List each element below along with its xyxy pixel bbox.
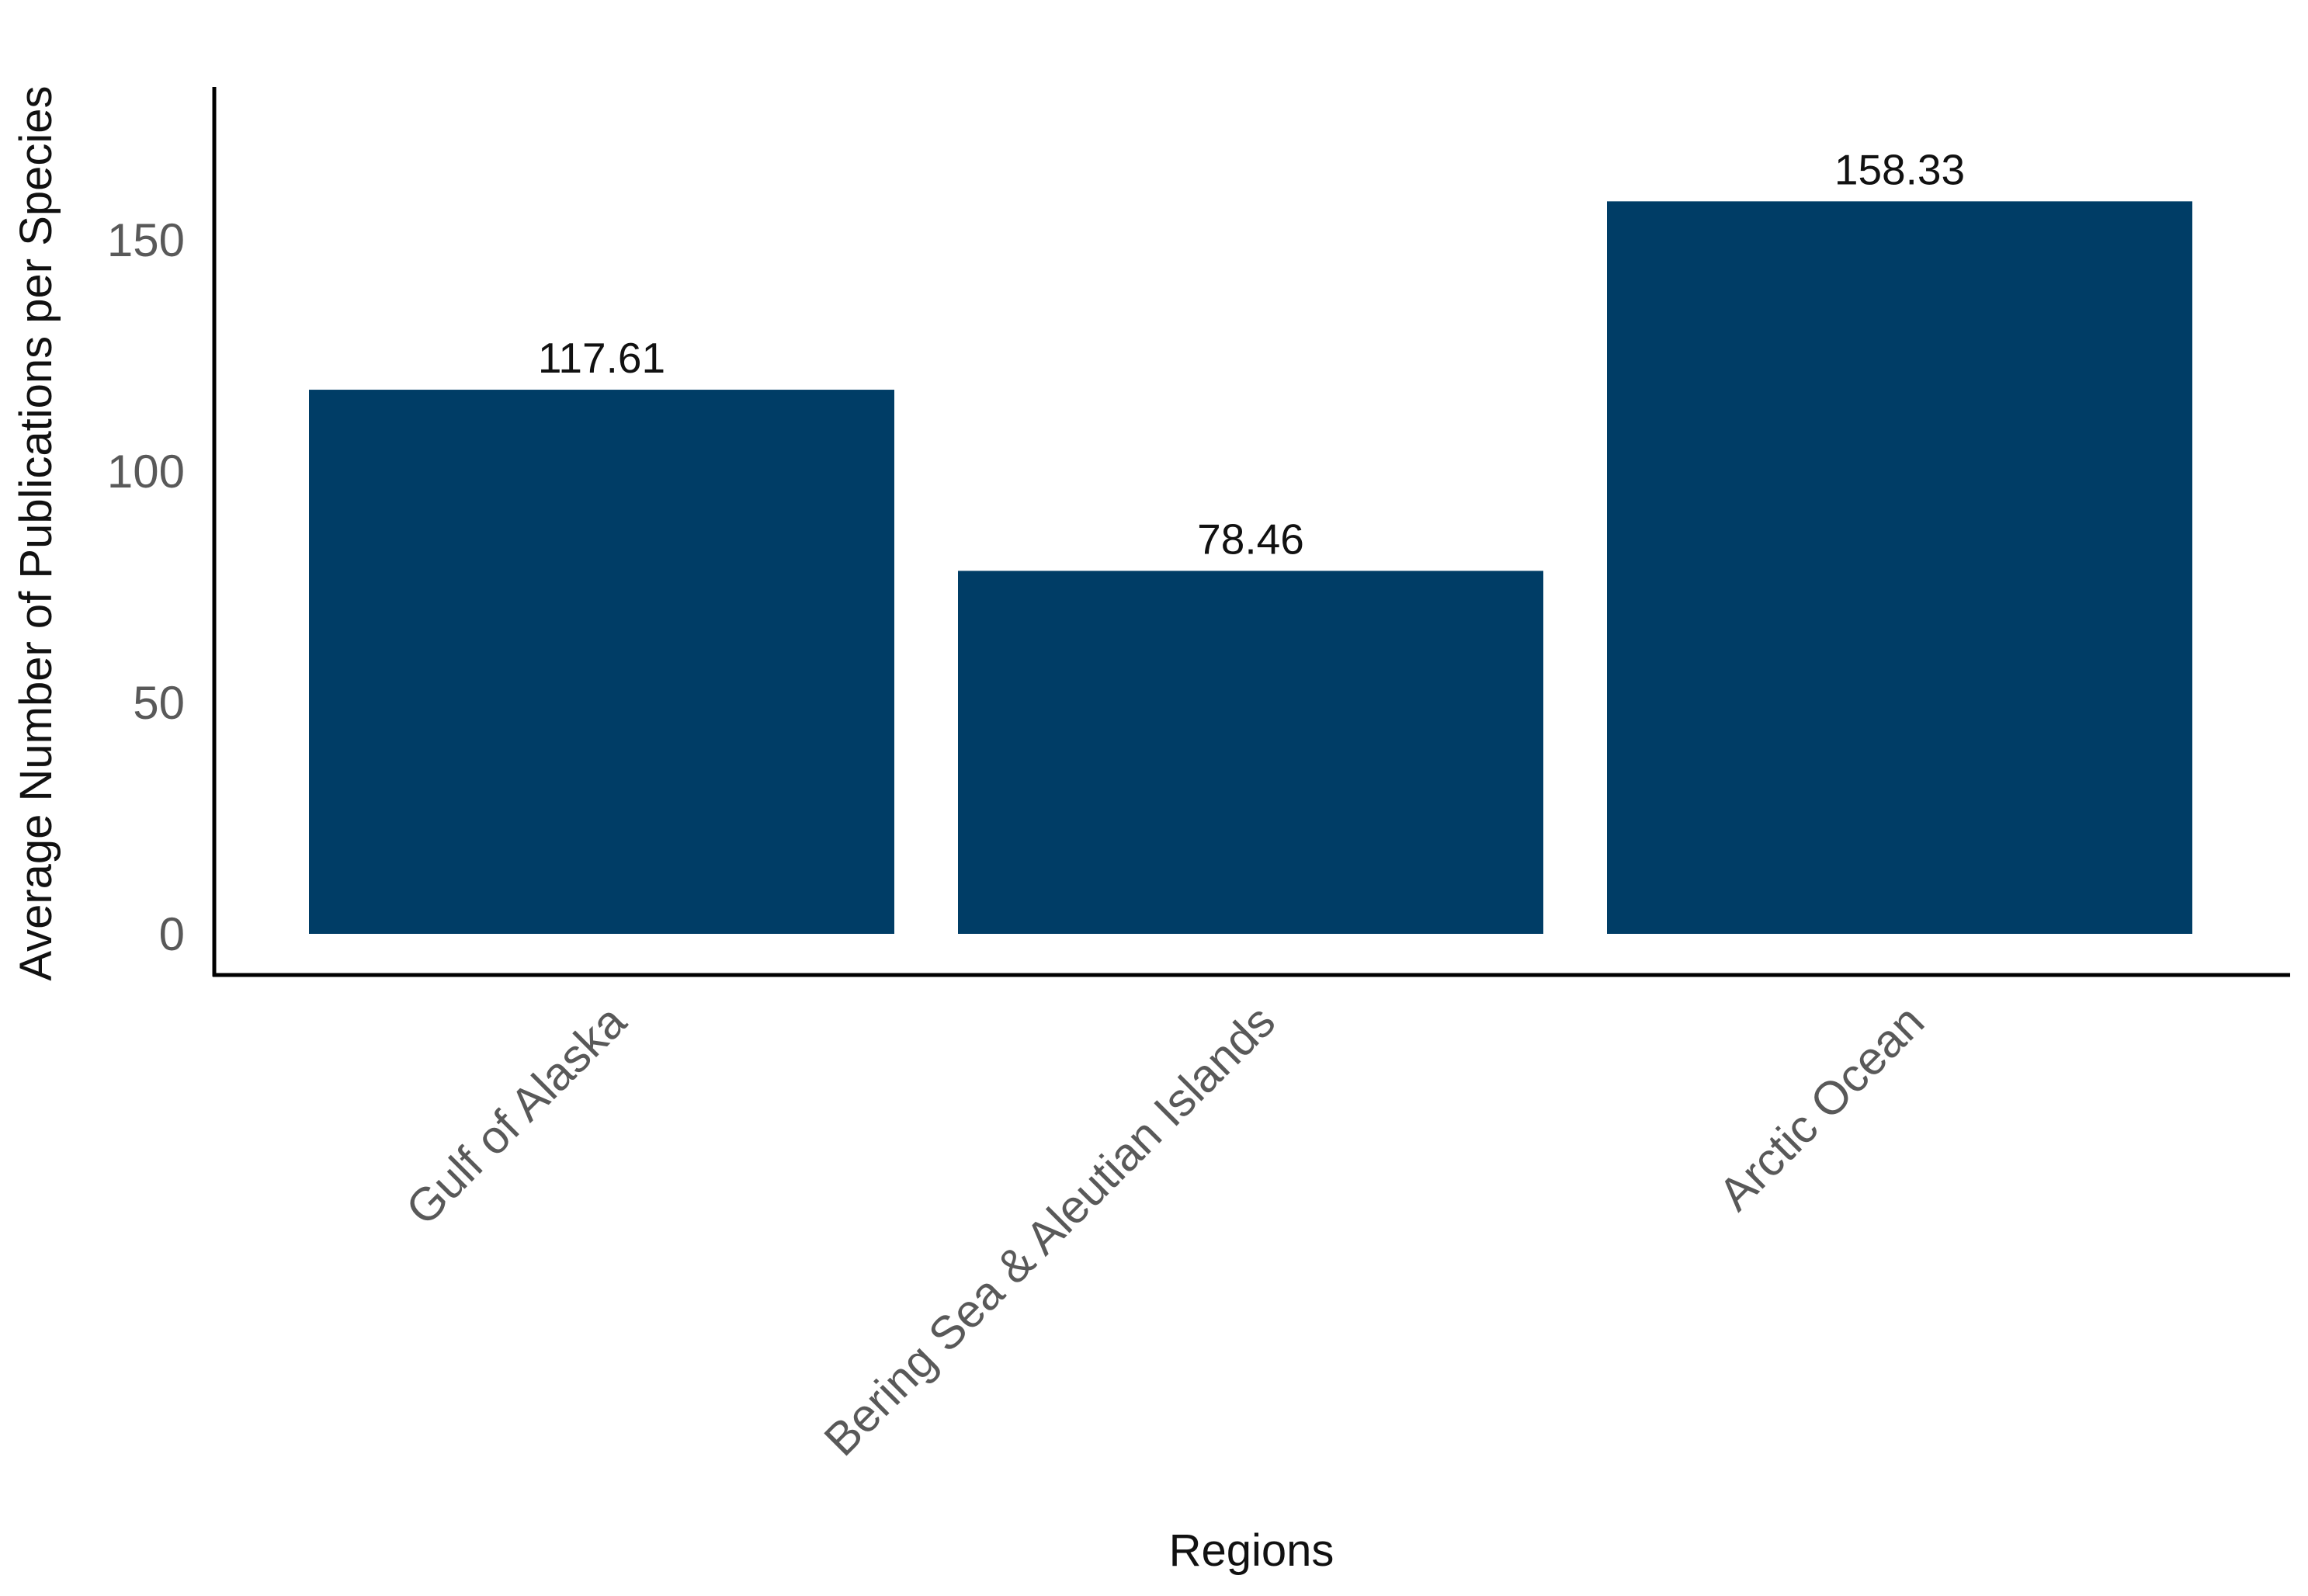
x-axis-title: Regions [1169,1525,1334,1576]
y-tick-label: 100 [107,446,185,498]
bar-value-label: 78.46 [1197,515,1304,563]
y-axis-title: Average Number of Publications per Speci… [11,85,61,980]
value-labels-group: 117.61 78.46 158.33 [538,145,1965,563]
x-axis-ticks: Gulf of Alaska Bering Sea & Aleutian Isla… [396,994,1934,1466]
x-tick-label: Arctic Ocean [1709,995,1934,1220]
y-tick-label: 50 [133,677,185,729]
bars-group [309,201,2192,934]
x-tick-label: Bering Sea & Aleutian Islands [814,995,1285,1466]
bar [958,571,1543,934]
bar-value-label: 158.33 [1834,145,1965,193]
y-tick-label: 150 [107,214,185,266]
x-tick-label: Gulf of Alaska [396,994,637,1235]
y-axis-ticks: 0 50 100 150 [107,214,185,960]
bar [1607,201,2192,934]
y-tick-label: 0 [159,908,185,960]
bar-value-label: 117.61 [538,334,665,382]
bar [309,390,894,934]
